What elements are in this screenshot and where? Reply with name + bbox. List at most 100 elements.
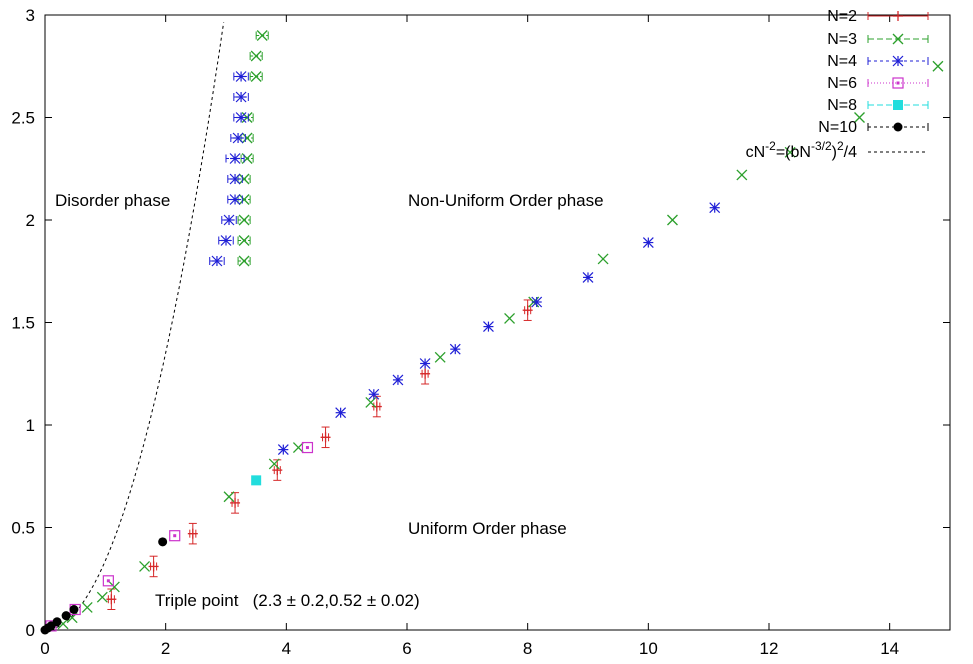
marker-circle <box>69 605 79 614</box>
marker-stroke <box>139 560 151 572</box>
formula-tail: /4 <box>844 144 857 161</box>
data-point <box>483 321 494 333</box>
marker-stroke <box>277 444 289 456</box>
x-tick-label: 0 <box>40 639 49 658</box>
marker-stroke <box>483 321 494 333</box>
data-point <box>420 368 431 379</box>
data-point <box>139 560 151 572</box>
marker-dot <box>896 81 900 85</box>
data-point <box>106 594 117 605</box>
data-point <box>335 407 347 419</box>
marker-stroke <box>932 60 944 72</box>
legend-label-n10: N=10 <box>818 119 857 136</box>
series-n3 <box>57 30 944 630</box>
marker-stroke <box>642 237 654 248</box>
data-points-layer <box>40 30 944 635</box>
data-point <box>241 132 253 144</box>
x-tick-label: 8 <box>523 639 532 658</box>
data-point <box>235 112 247 123</box>
data-point <box>709 202 721 214</box>
legend: N=2 N=3 N=4 N=6 N=8 N=10 cN-2=(bN-3/2)2/… <box>746 8 929 161</box>
legend-label-n4: N=4 <box>827 53 857 70</box>
marker-square <box>893 100 903 110</box>
data-point <box>102 575 114 587</box>
marker-stroke <box>504 312 516 324</box>
marker-stroke <box>229 194 241 205</box>
y-tick-label: 2 <box>26 211 35 230</box>
marker-stroke <box>96 591 108 603</box>
data-point <box>250 50 262 62</box>
data-point <box>392 374 404 386</box>
marker-stroke <box>211 255 223 267</box>
data-point <box>301 441 314 454</box>
marker-circle <box>158 537 168 547</box>
marker-stroke <box>736 169 748 181</box>
marker-stroke <box>335 407 347 419</box>
data-point <box>229 173 241 185</box>
legend-label-n8: N=8 <box>827 97 857 114</box>
marker-stroke <box>229 173 241 185</box>
data-point <box>531 296 543 308</box>
annotation-nonuniform-phase: Non-Uniform Order phase <box>408 191 604 210</box>
annotation-triple-point: Triple point (2.3 ± 0.2,0.52 ± 0.02) <box>155 591 420 610</box>
series-n4 <box>209 71 721 456</box>
legend-label-curve: cN-2=(bN-3/2)2/4 <box>746 139 858 161</box>
data-point <box>223 214 235 226</box>
data-point <box>232 132 244 144</box>
x-tick-label: 2 <box>161 639 170 658</box>
data-point <box>504 312 516 324</box>
marker-stroke <box>419 358 431 369</box>
data-point <box>238 235 250 246</box>
marker-stroke <box>232 132 244 144</box>
marker-box <box>892 77 904 89</box>
data-point <box>238 255 250 267</box>
data-point <box>597 253 609 265</box>
y-tick-label: 2.5 <box>11 109 35 128</box>
marker-stroke <box>238 255 250 267</box>
marker-stroke <box>235 112 247 123</box>
data-point <box>238 194 250 205</box>
marker-stroke <box>392 374 404 386</box>
y-tick-label: 1 <box>26 416 35 435</box>
legend-sample-marker <box>893 11 903 21</box>
legend-label-n2: N=2 <box>827 8 857 25</box>
legend-samples <box>867 11 929 153</box>
marker-stroke <box>238 235 250 246</box>
legend-sample-marker <box>892 55 904 67</box>
data-point <box>320 432 331 443</box>
data-point <box>419 358 431 369</box>
formula-lhs: cN <box>746 144 766 161</box>
y-tick-label: 0.5 <box>11 519 35 538</box>
data-point <box>108 581 120 593</box>
marker-stroke <box>220 235 232 246</box>
marker-box <box>102 575 114 587</box>
x-tick-label: 12 <box>760 639 779 658</box>
marker-stroke <box>108 581 120 593</box>
axis-ticks: 0 2 4 6 8 10 12 14 0 0.5 1 1.5 2 2.5 3 <box>11 6 950 658</box>
data-point <box>371 401 382 412</box>
x-tick-label: 10 <box>639 639 658 658</box>
marker-dot <box>305 446 309 450</box>
marker-stroke <box>256 30 268 41</box>
data-point <box>96 591 108 603</box>
data-point <box>235 91 247 103</box>
marker-stroke <box>223 214 235 226</box>
data-point <box>667 214 678 226</box>
data-point <box>238 214 250 226</box>
boundary-curve-layer <box>44 22 225 631</box>
marker-dot <box>106 579 110 583</box>
x-tick-label: 6 <box>402 639 411 658</box>
marker-square <box>251 475 262 486</box>
data-point <box>235 71 247 82</box>
data-point <box>582 271 594 283</box>
marker-stroke <box>449 343 461 355</box>
annotation-uniform-phase: Uniform Order phase <box>408 519 567 538</box>
data-point <box>158 537 168 547</box>
data-point <box>169 530 181 542</box>
data-point <box>223 491 235 503</box>
marker-stroke <box>784 146 796 158</box>
legend-label-n3: N=3 <box>827 31 857 48</box>
legend-label-n6: N=6 <box>827 75 857 92</box>
data-point <box>211 255 223 267</box>
